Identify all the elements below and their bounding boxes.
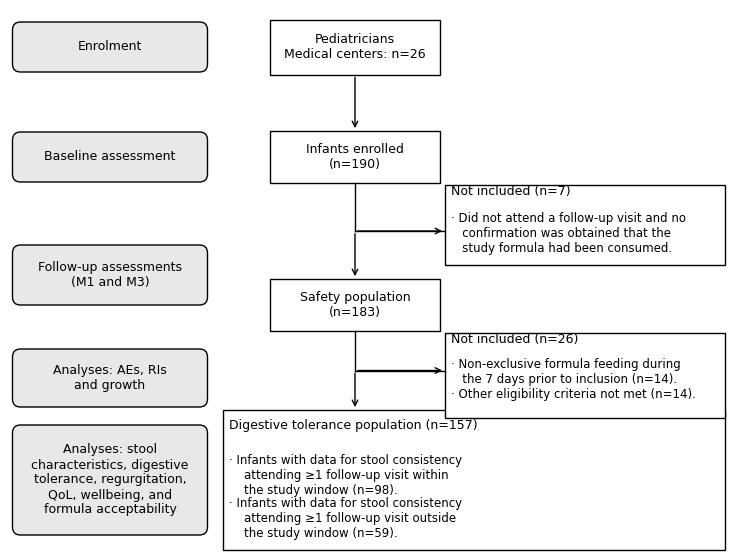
FancyBboxPatch shape (445, 185, 725, 265)
FancyBboxPatch shape (270, 20, 440, 74)
Text: · Infants with data for stool consistency
    attending ≥1 follow-up visit withi: · Infants with data for stool consistenc… (229, 454, 462, 497)
FancyBboxPatch shape (13, 425, 208, 535)
Text: Not included (n=7): Not included (n=7) (451, 186, 570, 198)
Text: · Infants with data for stool consistency
    attending ≥1 follow-up visit outsi: · Infants with data for stool consistenc… (229, 497, 462, 540)
Text: Safety population
(n=183): Safety population (n=183) (300, 291, 410, 319)
Text: · Did not attend a follow-up visit and no
   confirmation was obtained that the
: · Did not attend a follow-up visit and n… (451, 212, 686, 255)
FancyBboxPatch shape (13, 22, 208, 72)
Text: Infants enrolled
(n=190): Infants enrolled (n=190) (306, 143, 404, 171)
Text: Analyses: AEs, RIs
and growth: Analyses: AEs, RIs and growth (53, 364, 167, 392)
Text: · Non-exclusive formula feeding during
   the 7 days prior to inclusion (n=14).
: · Non-exclusive formula feeding during t… (451, 358, 696, 401)
Text: Baseline assessment: Baseline assessment (44, 150, 176, 163)
Text: Pediatricians
Medical centers: n=26: Pediatricians Medical centers: n=26 (284, 33, 426, 61)
FancyBboxPatch shape (13, 349, 208, 407)
Text: Not included (n=26): Not included (n=26) (451, 334, 578, 347)
FancyBboxPatch shape (270, 131, 440, 183)
FancyBboxPatch shape (13, 132, 208, 182)
FancyBboxPatch shape (445, 333, 725, 418)
Text: Analyses: stool
characteristics, digestive
tolerance, regurgitation,
QoL, wellbe: Analyses: stool characteristics, digesti… (32, 443, 188, 517)
FancyBboxPatch shape (270, 279, 440, 331)
Text: Follow-up assessments
(M1 and M3): Follow-up assessments (M1 and M3) (38, 261, 182, 289)
Text: Digestive tolerance population (n=157): Digestive tolerance population (n=157) (229, 419, 478, 433)
FancyBboxPatch shape (13, 245, 208, 305)
Text: Enrolment: Enrolment (78, 40, 142, 54)
FancyBboxPatch shape (223, 410, 725, 550)
